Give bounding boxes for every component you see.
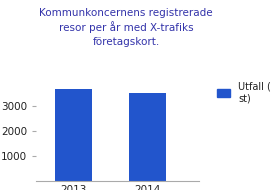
Text: Kommunkoncernens registrerade
resor per år med X-trafiks
företagskort.: Kommunkoncernens registrerade resor per … [39, 8, 213, 47]
Bar [55, 89, 92, 180]
Legend: Utfall (
st): Utfall ( st) [217, 82, 271, 103]
Bar [129, 93, 165, 180]
